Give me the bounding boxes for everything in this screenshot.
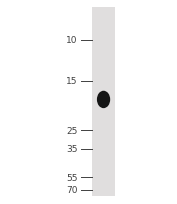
- Text: 35: 35: [66, 144, 78, 153]
- Text: 70: 70: [66, 185, 78, 194]
- Bar: [92, 8, 115, 196]
- Text: 25: 25: [67, 126, 78, 135]
- Text: 10: 10: [66, 36, 78, 45]
- Text: 15: 15: [66, 77, 78, 86]
- Ellipse shape: [97, 91, 110, 109]
- Text: 55: 55: [66, 173, 78, 182]
